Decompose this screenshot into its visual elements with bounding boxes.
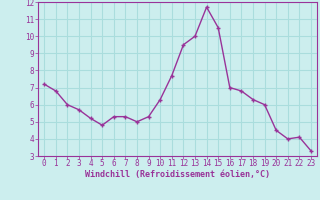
X-axis label: Windchill (Refroidissement éolien,°C): Windchill (Refroidissement éolien,°C) [85, 170, 270, 179]
